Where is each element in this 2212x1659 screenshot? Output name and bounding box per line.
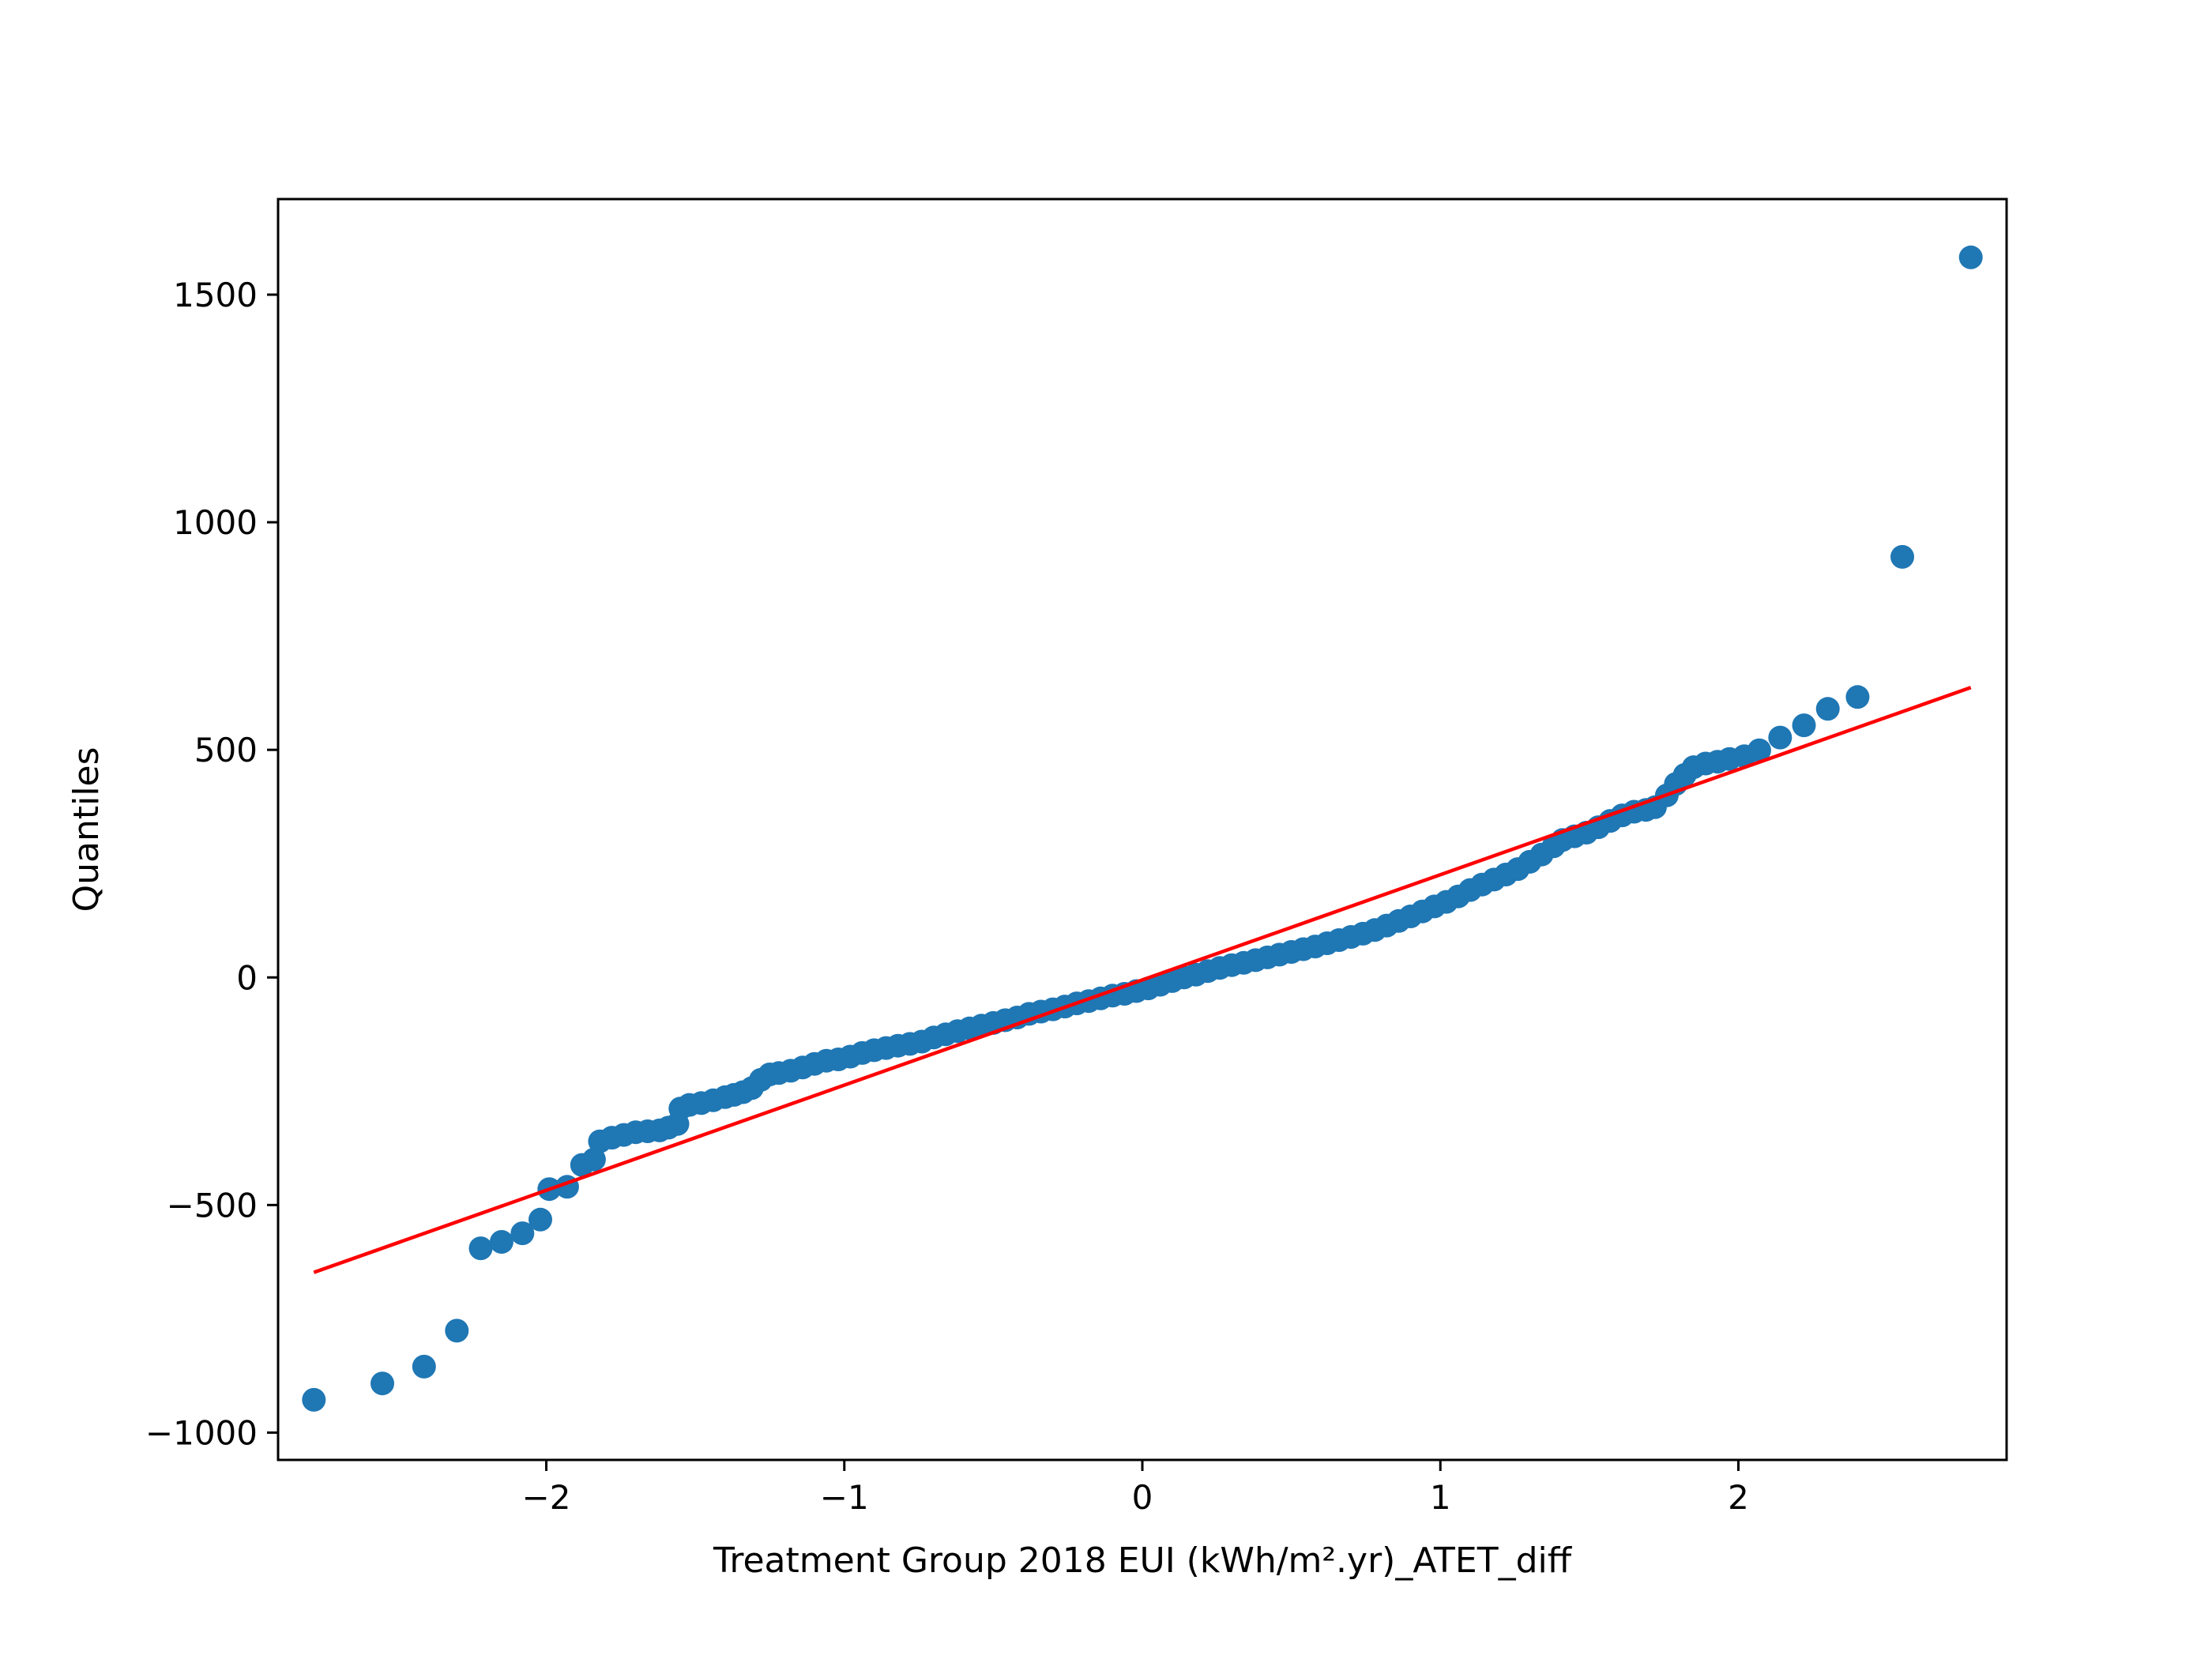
- data-point-11: [581, 1147, 606, 1172]
- axes-frame: [276, 198, 2008, 1462]
- axis-ticks: −2 −1 0 1 2 −1000 −500 0 500 1000 1500: [145, 276, 1749, 1517]
- x-tick-label: −1: [820, 1478, 869, 1517]
- x-tick-label: 1: [1430, 1478, 1451, 1517]
- x-tick-label: 0: [1132, 1478, 1153, 1517]
- data-point-0: [302, 1387, 326, 1412]
- data-point-115: [1792, 713, 1816, 738]
- x-tick-label: −2: [522, 1478, 571, 1517]
- data-points: [302, 245, 1983, 1412]
- data-point-113: [1747, 738, 1771, 762]
- data-point-5: [489, 1230, 514, 1254]
- data-point-114: [1768, 725, 1793, 750]
- data-point-4: [468, 1236, 493, 1261]
- data-point-1: [371, 1371, 394, 1396]
- y-tick-label: 500: [194, 731, 258, 769]
- data-point-116: [1815, 697, 1840, 721]
- y-axis-label: Quantiles: [66, 747, 107, 912]
- data-point-6: [510, 1221, 535, 1246]
- x-axis-label: Treatment Group 2018 EUI (kWh/m².yr)_ATE…: [713, 1540, 1573, 1581]
- reference-line: [313, 686, 1972, 1274]
- data-point-2: [412, 1354, 436, 1379]
- data-point-118: [1890, 544, 1914, 569]
- x-tick-label: 2: [1728, 1478, 1749, 1517]
- y-tick-label: 1500: [173, 276, 258, 314]
- data-point-117: [1845, 685, 1870, 709]
- y-tick-label: 0: [236, 958, 258, 997]
- y-tick-label: 1000: [173, 503, 258, 542]
- y-tick-label: −500: [167, 1186, 258, 1224]
- y-tick-label: −1000: [145, 1413, 258, 1452]
- data-point-3: [445, 1319, 469, 1343]
- reference-line-layer: [313, 686, 1972, 1274]
- data-point-7: [529, 1207, 552, 1232]
- data-point-119: [1958, 245, 1983, 269]
